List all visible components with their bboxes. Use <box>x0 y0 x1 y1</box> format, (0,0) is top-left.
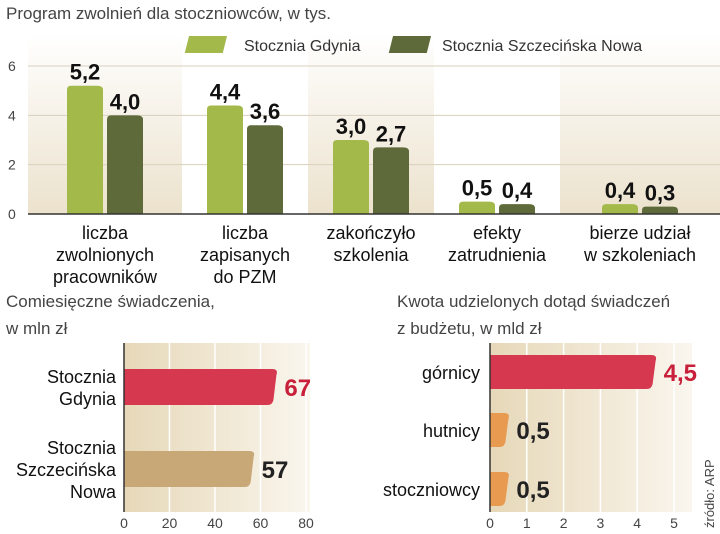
chart2-category-label: Stocznia <box>47 367 117 387</box>
chart1-band-1 <box>28 34 182 214</box>
chart3-value-label: 4,5 <box>664 360 697 387</box>
legend-label-szczecin: Stocznia Szczecińska Nowa <box>442 38 642 55</box>
chart1-band-2 <box>182 34 308 214</box>
chart3-title-line2: z budżetu, w mld zł <box>397 319 542 338</box>
chart1-category-label: zatrudnienia <box>448 245 547 265</box>
chart1-value-label: 0,4 <box>502 178 533 203</box>
chart1-band-5 <box>560 34 720 214</box>
chart2-value-label: 57 <box>262 457 289 484</box>
chart3-xtick-label: 4 <box>633 515 641 531</box>
chart3-bar <box>490 413 509 447</box>
chart1-category-label: zwolnionych <box>56 245 154 265</box>
chart1-bar-gdynia <box>459 201 495 214</box>
chart3-category-label: hutnicy <box>423 421 480 441</box>
chart1-bar-szczecin <box>247 125 283 214</box>
chart1-value-label: 4,0 <box>110 89 141 114</box>
chart1-bar-gdynia <box>333 140 369 214</box>
chart2-title-line2: w mln zł <box>5 319 68 338</box>
chart1-ytick-label: 6 <box>8 58 16 74</box>
chart1-bar-szczecin <box>107 115 143 214</box>
chart1-ytick-label: 2 <box>8 157 16 173</box>
chart3-xtick-label: 2 <box>560 515 568 531</box>
chart1-category-label: efekty <box>473 223 521 243</box>
chart1-value-label: 3,0 <box>336 114 367 139</box>
chart1-category-label: zapisanych <box>200 245 290 265</box>
chart1-category-label: w szkoleniach <box>583 245 696 265</box>
chart1-ytick-label: 0 <box>8 206 16 222</box>
chart1-category-label: bierze udział <box>589 223 690 243</box>
chart2-value-label: 67 <box>284 375 311 402</box>
chart1-bar-gdynia <box>207 105 243 214</box>
chart1-category-label: liczba <box>82 223 129 243</box>
chart3-bar <box>490 472 509 506</box>
chart1-value-label: 0,3 <box>645 181 676 206</box>
chart1-bar-szczecin <box>373 147 409 214</box>
chart2-xtick-label: 80 <box>298 515 314 531</box>
chart1-value-label: 0,5 <box>462 176 493 201</box>
chart3-category-label: stoczniowcy <box>383 480 480 500</box>
chart2-title-line1: Comiesięczne świadczenia, <box>6 292 215 311</box>
chart3-xtick-label: 1 <box>523 515 531 531</box>
chart1-value-label: 2,7 <box>376 121 407 146</box>
legend-swatch-gdynia <box>184 36 228 53</box>
chart1-bar-szczecin <box>499 204 535 214</box>
chart1-category-label: liczba <box>222 223 269 243</box>
chart3-category-label: górnicy <box>422 363 480 383</box>
chart1-ytick-label: 4 <box>8 107 16 123</box>
chart1-category-label: pracowników <box>53 267 158 287</box>
chart1-bar-gdynia <box>602 204 638 214</box>
chart3-xtick-label: 5 <box>670 515 678 531</box>
chart1-category-label: szkolenia <box>333 245 409 265</box>
chart1-bar-szczecin <box>642 206 678 214</box>
chart3-title-line1: Kwota udzielonych dotąd świadczeń <box>397 292 670 311</box>
chart1-value-label: 4,4 <box>210 79 241 104</box>
chart1-legend: Stocznia Gdynia Stocznia Szczecińska Now… <box>184 36 642 55</box>
legend-swatch-szczecin <box>388 36 432 53</box>
chart1-category-label: zakończyło <box>326 223 415 243</box>
chart2-category-label: Szczecińska <box>16 460 117 480</box>
source-note: źródło: ARP <box>702 459 717 528</box>
chart3-value-label: 0,5 <box>516 418 549 445</box>
chart1-band-3 <box>308 34 434 214</box>
chart2-category-label: Nowa <box>70 482 117 502</box>
chart2-bar <box>124 369 277 405</box>
chart3-xtick-label: 0 <box>486 515 494 531</box>
chart2-xtick-label: 60 <box>253 515 269 531</box>
chart3-xtick-label: 3 <box>597 515 605 531</box>
chart3-bar <box>490 355 657 389</box>
legend-label-gdynia: Stocznia Gdynia <box>244 38 361 55</box>
chart2-bar <box>124 451 255 487</box>
chart2-xtick-label: 20 <box>162 515 178 531</box>
chart1-title: Program zwolnień dla stoczniowców, w tys… <box>6 4 331 23</box>
chart3-value-label: 0,5 <box>516 477 549 504</box>
chart1-category-label: do PZM <box>213 267 276 287</box>
chart1-value-label: 3,6 <box>250 99 281 124</box>
chart1-value-label: 5,2 <box>70 60 101 85</box>
chart1-value-label: 0,4 <box>605 178 636 203</box>
chart1-band-4 <box>434 34 560 214</box>
chart1-bar-gdynia <box>67 85 103 214</box>
chart2-xtick-label: 40 <box>207 515 223 531</box>
chart2-category-label: Stocznia <box>47 438 117 458</box>
chart1-bands <box>28 34 720 214</box>
chart2-category-label: Gdynia <box>59 389 117 409</box>
chart2-xtick-label: 0 <box>120 515 128 531</box>
